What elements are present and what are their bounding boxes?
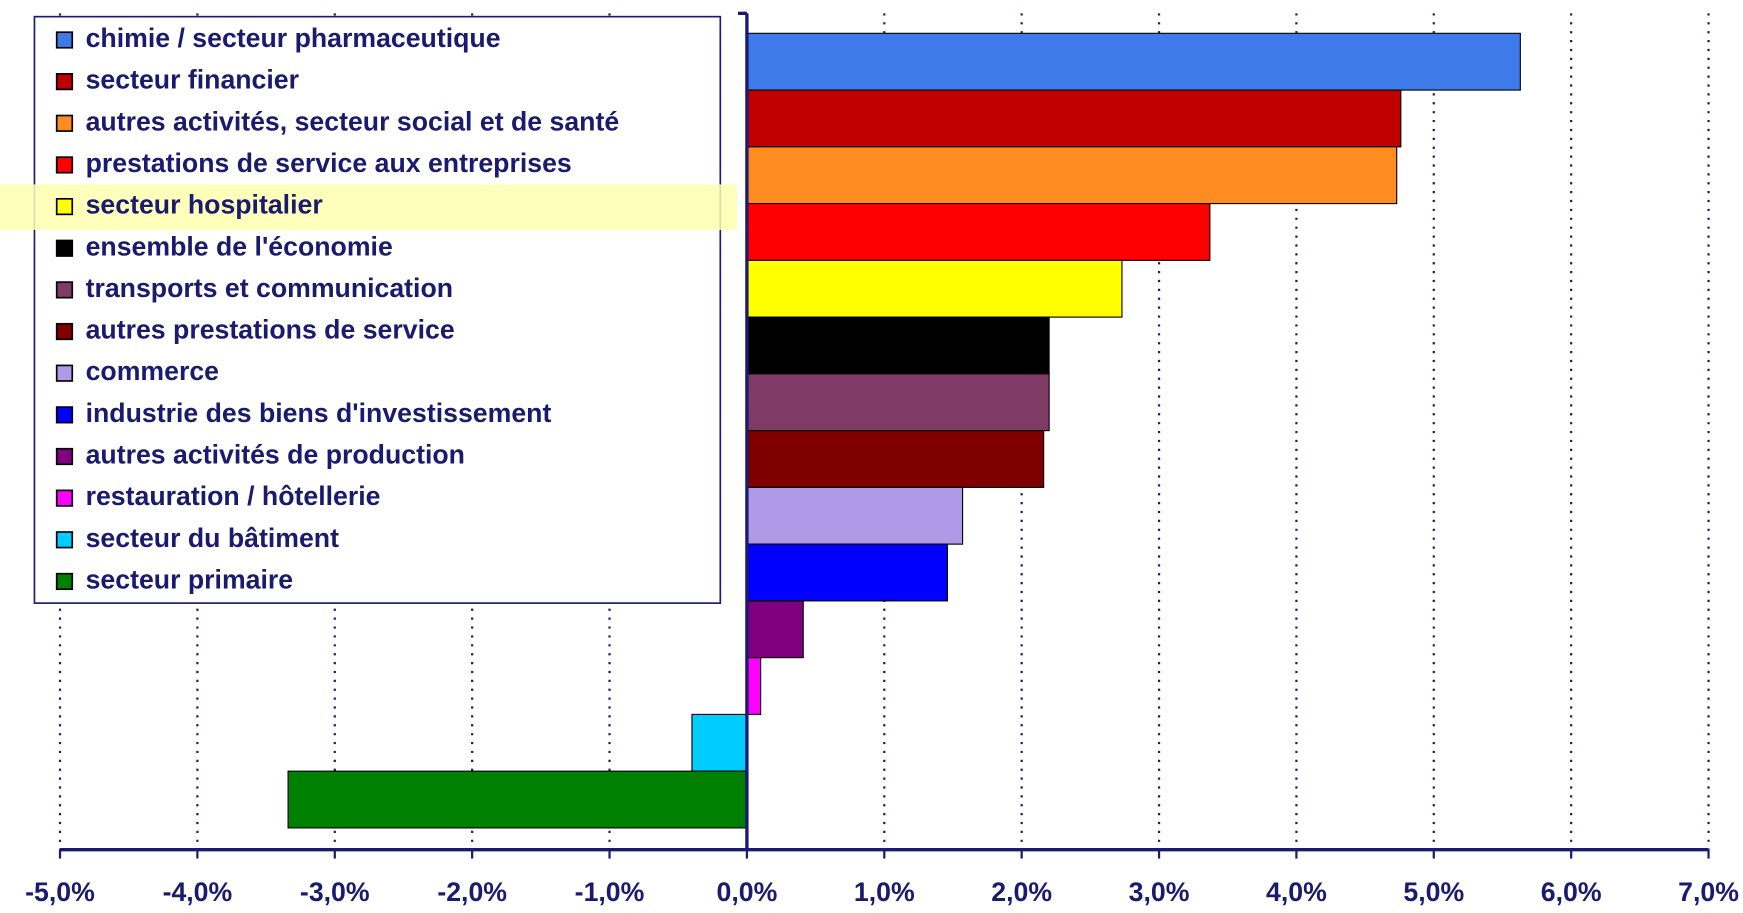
- legend-label: autres activités de production: [86, 440, 465, 470]
- legend-swatch: [55, 489, 74, 507]
- x-tick-label: 3,0%: [1129, 877, 1190, 907]
- legend-swatch: [55, 322, 74, 341]
- bar: [746, 89, 1402, 148]
- legend-swatch: [55, 73, 74, 91]
- bar: [746, 486, 964, 545]
- bar: [746, 657, 762, 715]
- x-tick-label: 1,0%: [854, 877, 915, 907]
- bar: [746, 32, 1521, 91]
- bar: [746, 203, 1211, 261]
- legend-label: industrie des biens d'investissement: [86, 398, 552, 428]
- x-tick-label: 2,0%: [991, 877, 1052, 907]
- legend-label: autres prestations de service: [86, 315, 455, 345]
- x-tick-label: 4,0%: [1266, 877, 1327, 907]
- bar: [746, 373, 1050, 432]
- legend-label: secteur du bâtiment: [86, 523, 340, 553]
- legend-label: commerce: [86, 356, 219, 386]
- bar: [746, 146, 1398, 205]
- legend-label: autres activités, secteur social et de s…: [86, 106, 620, 136]
- legend-swatch: [55, 114, 74, 132]
- legend-swatch: [55, 197, 74, 216]
- bar: [746, 543, 949, 602]
- x-tick-label: -4,0%: [163, 877, 233, 907]
- legend-swatch: [55, 31, 74, 49]
- legend-label: secteur financier: [86, 65, 299, 95]
- legend-label: secteur hospitalier: [86, 190, 323, 220]
- legend-swatch: [55, 447, 74, 466]
- legend-swatch: [55, 572, 74, 591]
- x-tick-label: -1,0%: [575, 877, 645, 907]
- x-tick-label: 0,0%: [717, 877, 778, 907]
- legend-highlight: [0, 184, 737, 230]
- bar: [746, 600, 804, 659]
- x-tick-label: -2,0%: [437, 877, 507, 907]
- bar: [691, 713, 748, 772]
- bar: [287, 770, 748, 829]
- x-tick-label: 7,0%: [1678, 877, 1739, 907]
- x-tick-label: 5,0%: [1403, 877, 1464, 907]
- legend-swatch: [55, 406, 74, 424]
- legend-label: chimie / secteur pharmaceutique: [86, 23, 501, 53]
- legend-swatch: [55, 364, 74, 382]
- x-tick-label: -3,0%: [300, 877, 370, 907]
- legend-swatch: [55, 531, 74, 549]
- legend-label: prestations de service aux entreprises: [86, 148, 572, 178]
- legend-label: transports et communication: [86, 273, 453, 303]
- x-tick-label: 6,0%: [1541, 877, 1602, 907]
- legend-label: restauration / hôtellerie: [86, 481, 381, 511]
- bar: [746, 316, 1050, 375]
- x-tick-label: -5,0%: [25, 877, 95, 907]
- legend-swatch: [55, 156, 74, 174]
- bar: [746, 259, 1123, 318]
- legend-swatch: [55, 239, 74, 257]
- legend-swatch: [55, 281, 74, 299]
- legend-label: ensemble de l'économie: [86, 231, 393, 261]
- legend-box: [33, 15, 722, 604]
- bar: [746, 430, 1045, 488]
- legend-label: secteur primaire: [86, 565, 294, 595]
